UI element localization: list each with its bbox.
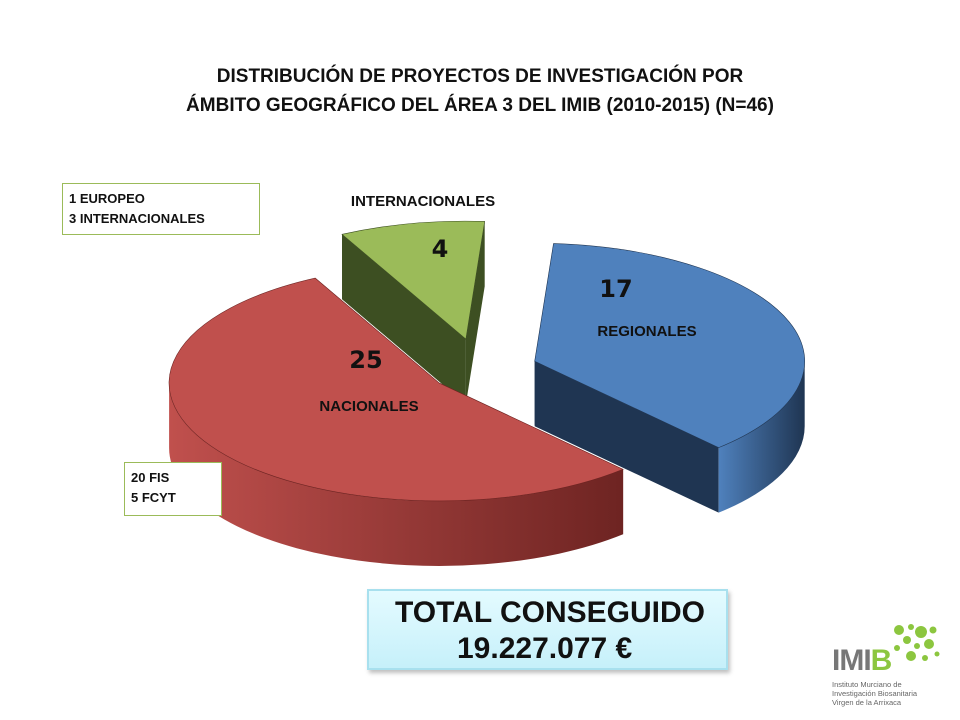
slice-wall-regionales-1 [534, 361, 719, 513]
chart-title: DISTRIBUCIÓN DE PROYECTOS DE INVESTIGACI… [80, 62, 880, 120]
total-box: TOTAL CONSEGUIDO 19.227.077 € [367, 589, 728, 670]
value-label-nacionales: 25 [349, 346, 382, 374]
slice-wall-internacionales-0 [342, 234, 466, 405]
slice-wall-internacionales-1 [465, 221, 485, 405]
logo-dots-icon [894, 624, 940, 661]
note-line-fis: 20 FIS [131, 470, 170, 485]
internacionales-note: 1 EUROPEO 3 INTERNACIONALES [62, 183, 260, 235]
logo-word-accent: B [870, 644, 893, 677]
total-label: TOTAL CONSEGUIDO [395, 596, 706, 629]
slice-nacionales [168, 277, 624, 502]
note-line-internacionales: 3 INTERNACIONALES [69, 211, 205, 226]
slice-regionales [534, 243, 805, 448]
note-line-europeo: 1 EUROPEO [69, 191, 145, 206]
value-label-internacionales: 4 [432, 235, 449, 263]
logo-word-main: IMI [832, 644, 872, 677]
logo-wordmark: IMIB [832, 644, 893, 678]
total-amount: 19.227.077 € [457, 632, 633, 665]
nacionales-note: 20 FIS 5 FCYT [124, 462, 222, 516]
imib-logo: IMIB Instituto Murciano de Investigación… [832, 622, 940, 708]
note-line-fcyt: 5 FCYT [131, 490, 176, 505]
logo-sub-line-1: Instituto Murciano de [832, 680, 902, 689]
logo-sub-line-3: Virgen de la Arrixaca [832, 698, 902, 707]
slice-side-nacionales [169, 382, 624, 566]
logo-sub-line-2: Investigación Biosanitaria [832, 689, 918, 698]
category-label-regionales: REGIONALES [597, 323, 696, 340]
value-label-regionales: 17 [599, 275, 632, 303]
category-label-internacionales: INTERNACIONALES [351, 193, 495, 210]
chart-title-line-2: ÁMBITO GEOGRÁFICO DEL ÁREA 3 DEL IMIB (2… [186, 95, 774, 116]
slice-internacionales [341, 220, 486, 340]
chart-title-line-1: DISTRIBUCIÓN DE PROYECTOS DE INVESTIGACI… [216, 66, 744, 87]
slice-side-regionales [718, 361, 805, 513]
logo-subtitle: Instituto Murciano de Investigación Bios… [832, 680, 917, 707]
category-label-nacionales: NACIONALES [319, 398, 418, 415]
